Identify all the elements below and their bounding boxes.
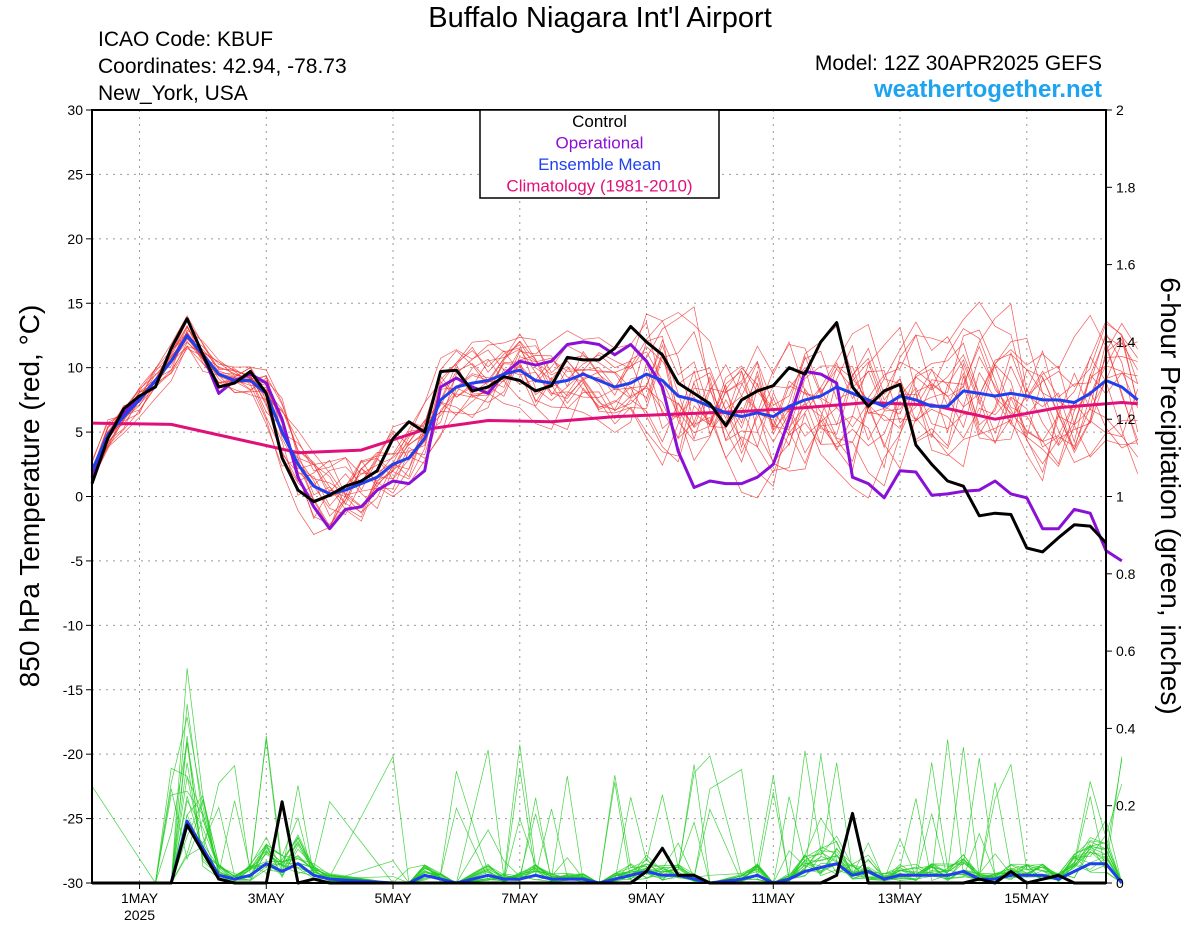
member-precip-line	[92, 668, 1123, 884]
site-link[interactable]: weathertogether.net	[873, 76, 1102, 103]
member-precip-line	[92, 742, 1123, 884]
mean-precip-line	[92, 819, 1123, 885]
right-tick-label: 1.2	[1116, 411, 1136, 427]
right-tick-label: 0	[1116, 875, 1124, 891]
member-temp-line	[91, 326, 1138, 527]
legend-entry: Operational	[556, 134, 644, 153]
left-tick-label: 15	[67, 295, 83, 311]
member-temp-line	[91, 320, 1138, 496]
legend-entry: Control	[572, 112, 627, 131]
member-temp-line	[91, 332, 1139, 530]
x-tick-label: 1MAY	[121, 890, 159, 906]
member-precip-line	[92, 764, 1123, 884]
member-precip-line	[92, 798, 1123, 884]
left-tick-label: -30	[63, 875, 83, 891]
tick-labels: 302520151050-5-10-15-20-25-3021.81.61.41…	[63, 102, 1136, 923]
right-tick-label: 1	[1116, 489, 1124, 505]
member-temp-line	[91, 331, 1139, 501]
left-tick-label: 10	[67, 360, 83, 376]
left-tick-label: 5	[75, 424, 83, 440]
icao-code: ICAO Code: KBUF	[98, 28, 274, 51]
left-tick-label: 20	[67, 231, 83, 247]
right-tick-label: 0.2	[1116, 798, 1136, 814]
coordinates: Coordinates: 42.94, -78.73	[98, 55, 347, 78]
right-tick-label: 1.6	[1116, 257, 1136, 273]
legend: Control Operational Ensemble Mean Climatolo…	[479, 109, 720, 199]
member-temp-line	[91, 325, 1138, 520]
right-tick-label: 1.8	[1116, 179, 1136, 195]
left-tick-label: -25	[63, 811, 83, 827]
member-precip-line	[92, 739, 1123, 884]
member-precip-line	[92, 739, 1123, 884]
climatology-line	[91, 401, 1138, 455]
left-tick-label: -5	[71, 553, 84, 569]
x-tick-year: 2025	[124, 907, 155, 923]
control-temp-line	[90, 317, 1108, 554]
member-temp-line	[91, 335, 1138, 506]
member-temp-line	[91, 336, 1138, 496]
x-tick-label: 9MAY	[628, 890, 666, 906]
member-precip-line	[92, 742, 1123, 884]
left-tick-label: 25	[67, 166, 83, 182]
x-tick-label: 15MAY	[1004, 890, 1050, 906]
member-temp-line	[91, 337, 1138, 478]
member-precip-line	[92, 735, 1123, 884]
x-tick-label: 5MAY	[374, 890, 412, 906]
member-temp-line	[91, 312, 1139, 510]
x-tick-label: 7MAY	[501, 890, 539, 906]
operational-temp-line	[90, 334, 1123, 563]
chart-title: Buffalo Niagara Int'l Airport	[428, 2, 772, 34]
right-tick-label: 1.4	[1116, 334, 1136, 350]
left-tick-label: 30	[67, 102, 83, 118]
member-temp-line	[91, 315, 1139, 513]
grid	[92, 110, 1106, 883]
legend-entry: Climatology (1981-2010)	[506, 177, 692, 196]
member-temp-line	[91, 338, 1139, 522]
series-layer	[90, 317, 1139, 885]
control-precip-line	[92, 800, 1106, 885]
member-precip-line	[92, 750, 1123, 884]
x-tick-label: 3MAY	[248, 890, 286, 906]
member-temp-line	[91, 329, 1138, 535]
member-temp-line	[91, 303, 1139, 491]
member-precip-line	[92, 716, 1123, 884]
legend-box	[479, 109, 720, 199]
legend-entry: Ensemble Mean	[538, 155, 661, 174]
left-tick-label: -20	[63, 746, 83, 762]
x-tick-label: 11MAY	[751, 890, 795, 906]
left-tick-label: -15	[63, 682, 83, 698]
right-tick-label: 0.8	[1116, 566, 1136, 582]
member-temp-line	[91, 301, 1139, 507]
member-temp-line	[91, 320, 1139, 507]
location: New_York, USA	[98, 82, 248, 105]
right-tick-label: 0.4	[1116, 720, 1136, 736]
x-tick-label: 13MAY	[878, 890, 924, 906]
left-tick-label: -10	[63, 617, 83, 633]
member-precip-line	[92, 704, 1122, 884]
ensemble-members	[91, 301, 1139, 884]
right-tick-label: 0.6	[1116, 643, 1136, 659]
left-tick-label: 0	[75, 489, 83, 505]
right-tick-label: 2	[1116, 102, 1124, 118]
model-label: Model: 12Z 30APR2025 GEFS	[814, 52, 1102, 75]
